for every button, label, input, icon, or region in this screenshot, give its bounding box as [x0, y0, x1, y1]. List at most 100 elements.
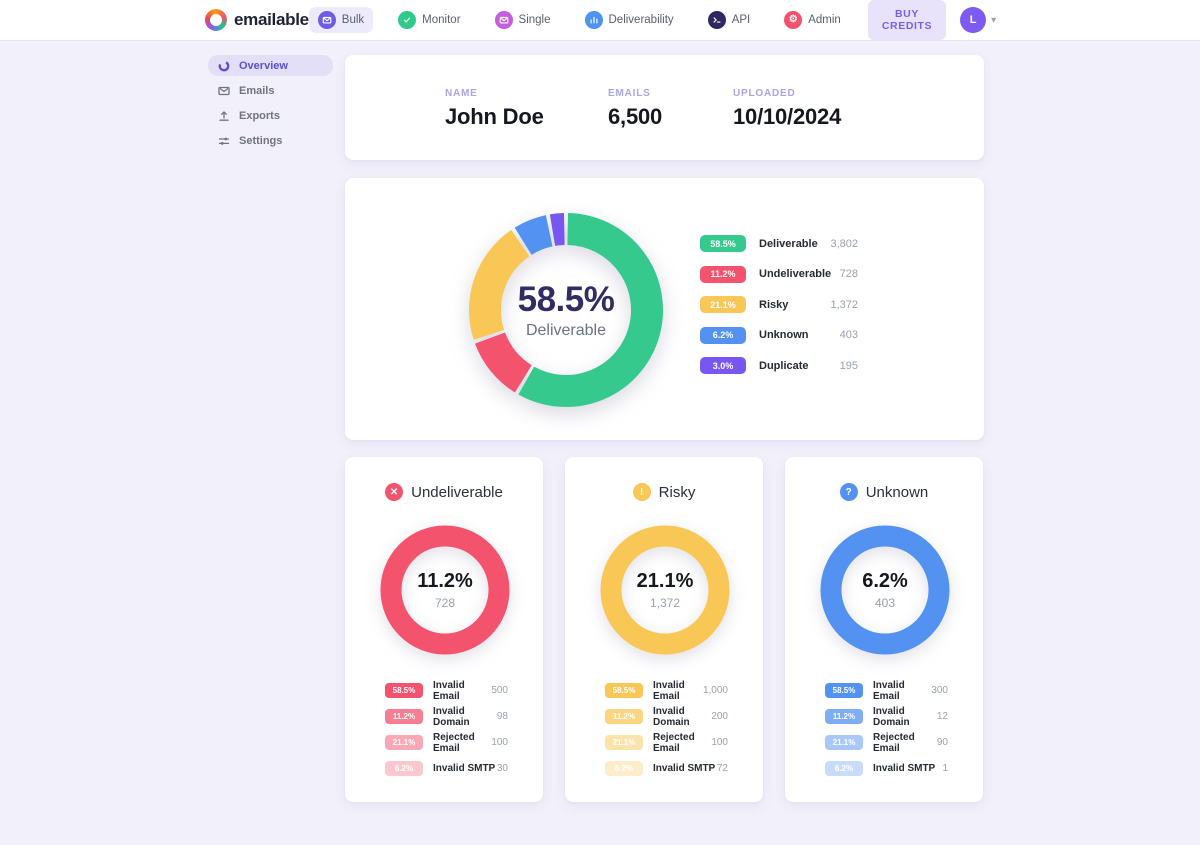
detail-label: Invalid SMTP [653, 763, 716, 774]
nav-item-monitor[interactable]: Monitor [389, 7, 469, 33]
nav-item-deliverability[interactable]: Deliverability [576, 7, 683, 33]
unknown-donut-chart [820, 525, 950, 655]
detail-value: 500 [491, 685, 508, 696]
list-summary-card: NAME John Doe EMAILS 6,500 UPLOADED 10/10/202… [345, 55, 984, 160]
unknown-card: ? Unknown 6.2% 403 58.5% Invalid Email 300 11.2… [785, 457, 983, 802]
legend-percent-badge: 11.2% [700, 265, 746, 283]
legend-percent-badge: 58.5% [700, 235, 746, 252]
legend-count: 728 [839, 268, 858, 280]
sidebar-item-emails[interactable]: Emails [208, 80, 333, 101]
account-menu[interactable]: L ▾ [960, 7, 996, 33]
detail-value: 72 [716, 763, 728, 774]
detail-percent-badge: 58.5% [605, 683, 643, 698]
legend-label: Undeliverable [759, 268, 832, 280]
single-icon [494, 11, 513, 29]
detail-percent-badge: 21.1% [605, 735, 643, 750]
detail-label: Invalid Email [653, 679, 685, 702]
detail-percent-badge: 6.2% [605, 761, 643, 776]
sidebar-item-exports[interactable]: Exports [208, 105, 333, 126]
detail-percent-badge: 21.1% [385, 735, 423, 750]
stat-value: 10/10/2024 [733, 104, 842, 129]
nav-item-label: API [731, 14, 751, 26]
detail-value: 100 [491, 737, 508, 748]
nav-item-api[interactable]: API [699, 7, 760, 33]
risky-card-header: ! Risky [565, 483, 763, 501]
detail-row-invalid-domain: 11.2% Invalid Domain 12 [825, 706, 948, 728]
detail-label: Invalid Domain [433, 705, 470, 728]
undeliverable-legend: 58.5% Invalid Email 500 11.2% Invalid Domain… [385, 680, 508, 787]
overview-donut-chart [469, 213, 663, 407]
primary-nav: Bulk Monitor Single Deliverability API ⚙ Admin [308, 7, 850, 33]
detail-label: Invalid SMTP [433, 763, 496, 774]
legend-row-undeliverable: 11.2% Undeliverable 728 [700, 265, 858, 283]
emailable-logo-icon [205, 9, 227, 31]
avatar[interactable]: L [960, 7, 987, 33]
overview-legend: 58.5% Deliverable 3,802 11.2% Undeliverable 7… [700, 235, 858, 388]
legend-label: Deliverable [759, 237, 818, 250]
emailable-logo-text: emailable [234, 10, 309, 29]
legend-row-risky: 21.1% Risky 1,372 [700, 296, 858, 313]
detail-value: 1,000 [702, 685, 728, 696]
detail-value: 200 [711, 711, 728, 722]
donut-segment-undeliverable [475, 331, 533, 393]
detail-label: Rejected Email [433, 731, 475, 754]
detail-value: 12 [936, 711, 948, 722]
detail-percent-badge: 58.5% [385, 683, 423, 698]
detail-row-invalid-smtp: 6.2% Invalid SMTP 1 [825, 761, 948, 776]
detail-percent-badge: 6.2% [385, 761, 423, 776]
detail-row-rejected-email: 21.1% Rejected Email 90 [825, 732, 948, 754]
x-circle-icon: ✕ [385, 483, 404, 501]
legend-count: 195 [839, 359, 858, 372]
detail-percent-badge: 11.2% [385, 709, 423, 724]
detail-label: Invalid Domain [873, 705, 910, 728]
sidebar-item-settings[interactable]: Settings [208, 130, 333, 151]
sidebar-item-overview[interactable]: Overview [208, 55, 333, 76]
stat-label: EMAILS [608, 88, 651, 99]
detail-row-invalid-email: 58.5% Invalid Email 300 [825, 680, 948, 702]
stat-value: John Doe [445, 104, 544, 129]
legend-percent-badge: 6.2% [700, 326, 746, 344]
donut-segment-unknown [514, 215, 554, 256]
detail-value: 300 [931, 685, 948, 696]
detail-value: 90 [936, 737, 948, 748]
detail-row-invalid-email: 58.5% Invalid Email 500 [385, 680, 508, 702]
legend-label: Unknown [759, 329, 809, 341]
legend-label: Duplicate [759, 359, 809, 372]
detail-label: Invalid SMTP [873, 763, 936, 774]
undeliverable-card: ✕ Undeliverable 11.2% 728 58.5% Invalid Email… [345, 457, 543, 802]
detail-percent-badge: 11.2% [605, 709, 643, 724]
detail-percent-badge: 21.1% [825, 735, 863, 750]
detail-value: 100 [711, 737, 728, 748]
detail-value: 98 [496, 711, 508, 722]
risky-legend: 58.5% Invalid Email 1,000 11.2% Invalid Doma… [605, 680, 728, 787]
nav-item-single[interactable]: Single [486, 7, 560, 33]
legend-percent-badge: 3.0% [700, 357, 746, 374]
detail-row-invalid-email: 58.5% Invalid Email 1,000 [605, 680, 728, 702]
detail-label: Rejected Email [873, 731, 915, 754]
donut-segment-duplicate [549, 213, 565, 246]
api-icon [707, 11, 726, 29]
sidebar: Overview Emails Exports Settings [208, 55, 333, 155]
chevron-down-icon[interactable]: ▾ [991, 14, 997, 26]
legend-row-unknown: 6.2% Unknown 403 [700, 326, 858, 344]
emailable-logo[interactable]: emailable [205, 9, 309, 31]
legend-count: 3,802 [830, 237, 858, 250]
nav-item-admin[interactable]: ⚙ Admin [775, 7, 850, 33]
buy-credits-button[interactable]: BUY CREDITS [867, 0, 947, 40]
legend-label: Risky [759, 298, 789, 311]
settings-icon [218, 135, 230, 147]
detail-row-invalid-domain: 11.2% Invalid Domain 98 [385, 706, 508, 728]
detail-row-invalid-domain: 11.2% Invalid Domain 200 [605, 706, 728, 728]
summary-stat-name: NAME John Doe [445, 88, 544, 130]
card-title: Risky [658, 483, 696, 501]
nav-item-label: Admin [808, 14, 841, 26]
nav-item-bulk[interactable]: Bulk [308, 7, 374, 33]
question-circle-icon: ? [839, 483, 858, 501]
detail-label: Invalid Domain [653, 705, 690, 728]
detail-label: Invalid Email [873, 679, 905, 702]
unknown-legend: 58.5% Invalid Email 300 11.2% Invalid Domain… [825, 680, 948, 787]
card-title: Unknown [865, 483, 929, 501]
legend-percent-badge: 21.1% [700, 296, 746, 313]
detail-value: 30 [496, 763, 508, 774]
legend-row-deliverable: 58.5% Deliverable 3,802 [700, 235, 858, 252]
